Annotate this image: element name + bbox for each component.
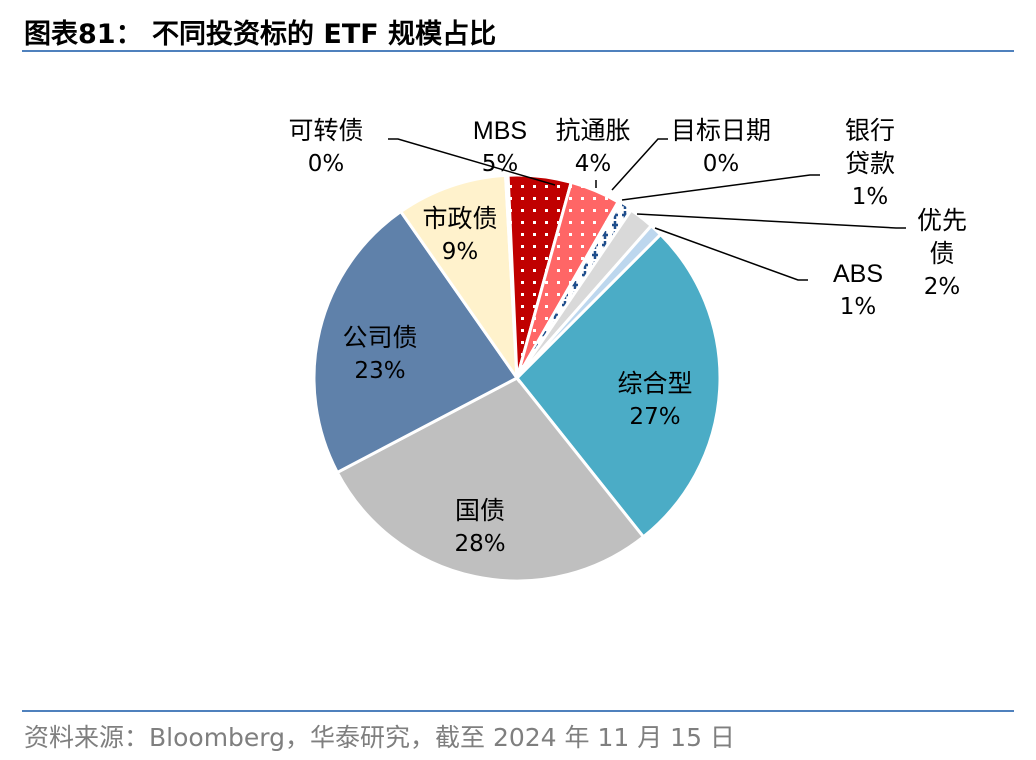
percent-label: 5% xyxy=(481,151,519,177)
category-label: ABS xyxy=(832,260,884,288)
percent-label: 23% xyxy=(354,358,406,384)
data-label-0: 综合型 27% xyxy=(617,368,692,434)
percent-label: 0% xyxy=(307,151,345,177)
category-label: 目标日期 xyxy=(670,117,772,145)
category-label: MBS xyxy=(472,117,528,145)
category-label-part: 银行 xyxy=(844,117,896,145)
percent-label: 2% xyxy=(923,274,961,300)
leader-line-8 xyxy=(621,174,820,201)
category-label: 市政债 xyxy=(422,205,498,233)
percent-label: 9% xyxy=(441,239,479,265)
category-label-part: 债 xyxy=(929,240,955,268)
pie-slice-3 xyxy=(398,173,519,384)
percent-label: 28% xyxy=(454,531,506,557)
pie-slice-0 xyxy=(514,232,722,539)
pie-slice-pattern-6 xyxy=(517,182,619,378)
leader-line-4 xyxy=(388,138,556,186)
percent-label: 0% xyxy=(702,151,740,177)
data-label-9: 优先债 2% xyxy=(917,205,967,304)
data-label-4: 可转债 0% xyxy=(288,115,363,181)
data-label-5: MBS 5% xyxy=(473,115,527,181)
percent-label: 4% xyxy=(574,151,612,177)
data-label-3: 市政债 9% xyxy=(422,203,497,269)
category-label-part: 贷款 xyxy=(844,150,896,178)
data-label-2: 公司债 23% xyxy=(342,322,417,388)
percent-label: 1% xyxy=(851,184,889,210)
source-note: 资料来源：Bloomberg，华泰研究，截至 2024 年 11 月 15 日 xyxy=(24,723,735,752)
category-label: 综合型 xyxy=(617,370,693,398)
category-label: 抗通胀 xyxy=(555,117,631,145)
category-label: 公司债 xyxy=(342,324,418,352)
pie-slice-pattern-5 xyxy=(508,175,572,378)
category-label-part: 优先 xyxy=(916,207,968,235)
category-label: 可转债 xyxy=(288,117,364,145)
footer-divider xyxy=(22,710,1014,712)
percent-label: 27% xyxy=(629,404,681,430)
pie-slice-1 xyxy=(335,376,646,583)
category-label: 国债 xyxy=(454,497,505,525)
leader-line-10 xyxy=(654,227,808,281)
percent-label: 1% xyxy=(839,294,877,320)
data-label-6: 抗通胀 4% xyxy=(555,115,630,181)
data-label-7: 目标日期 0% xyxy=(671,115,771,181)
figure-title: 图表81： 不同投资标的 ETF 规模占比 xyxy=(24,19,497,50)
data-label-1: 国债 28% xyxy=(454,495,505,561)
data-label-10: ABS 1% xyxy=(833,258,883,324)
pie-slice-2 xyxy=(312,209,520,475)
title-divider xyxy=(22,50,1014,52)
leader-line-7 xyxy=(611,138,668,191)
data-label-8: 银行贷款 1% xyxy=(845,115,895,214)
leader-line-9 xyxy=(636,213,906,229)
pie-slice-10 xyxy=(515,223,663,380)
